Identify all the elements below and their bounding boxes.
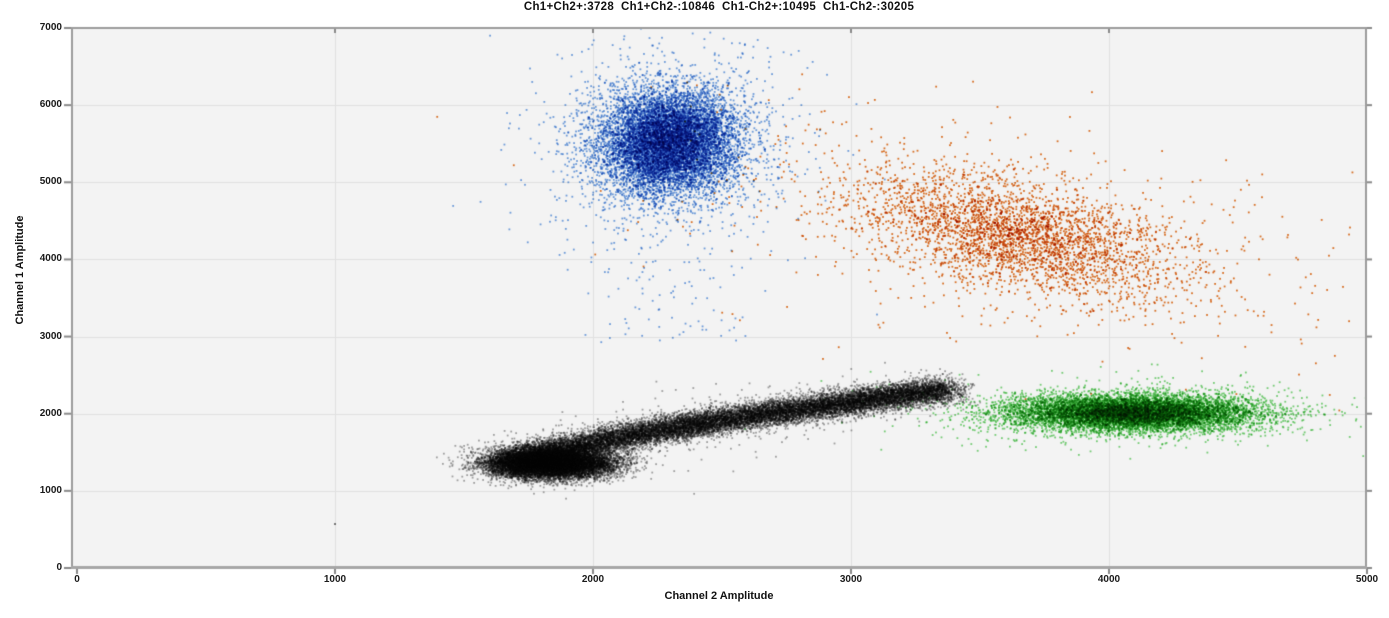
x-tick-label: 1000	[323, 574, 347, 585]
y-tick-label: 6000	[39, 99, 62, 111]
y-tick-label: 2000	[39, 407, 62, 419]
x-tick-label: 3000	[839, 574, 863, 585]
x-axis-label: Channel 2 Amplitude	[664, 590, 774, 602]
y-axis-label: Channel 1 Amplitude	[14, 215, 26, 325]
y-tick-label: 7000	[39, 22, 62, 33]
y-tick-label: 0	[56, 562, 62, 573]
x-tick-label: 4000	[1097, 574, 1121, 585]
y-tick-label: 4000	[39, 253, 62, 265]
y-tick-label: 1000	[39, 484, 62, 496]
y-tick-label: 5000	[39, 176, 62, 188]
x-tick-label: 5000	[1355, 574, 1379, 585]
x-tick-label: 2000	[581, 574, 605, 585]
chart-title: Ch1+Ch2+:3728 Ch1+Ch2-:10846 Ch1-Ch2+:10…	[523, 1, 915, 13]
x-tick-label: 0	[74, 574, 80, 585]
y-tick-label: 3000	[39, 330, 62, 342]
